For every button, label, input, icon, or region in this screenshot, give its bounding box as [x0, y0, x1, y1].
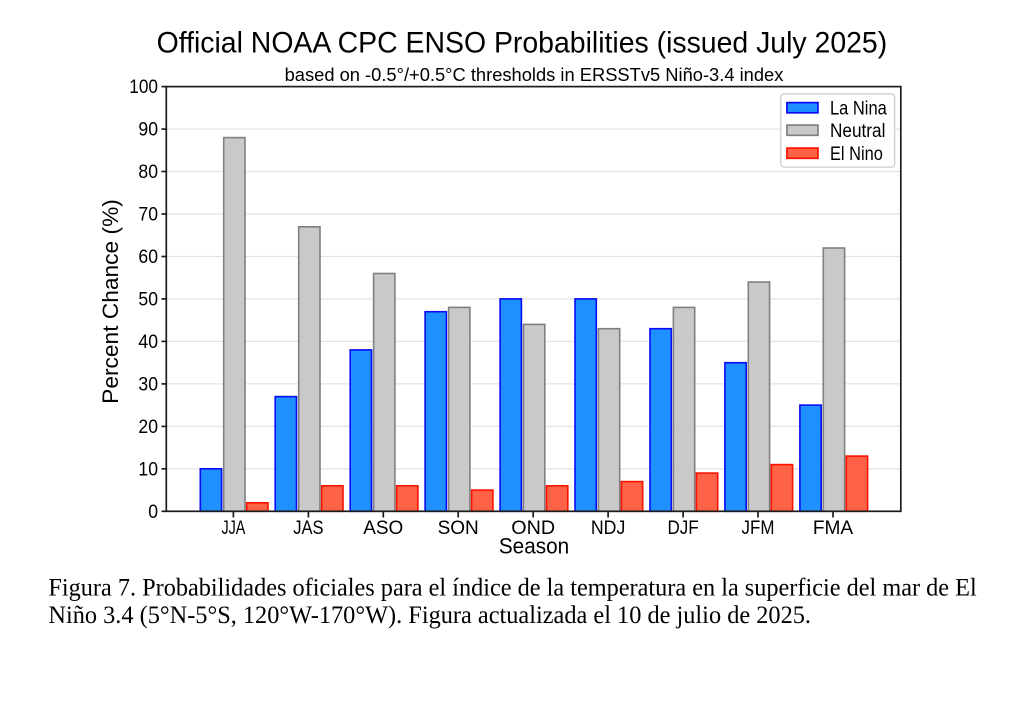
- svg-text:JJA: JJA: [221, 517, 245, 539]
- svg-text:0: 0: [148, 502, 158, 523]
- svg-text:El Nino: El Nino: [830, 144, 883, 165]
- svg-text:20: 20: [138, 417, 158, 438]
- svg-text:Neutral: Neutral: [830, 121, 885, 142]
- svg-text:Season: Season: [499, 533, 569, 558]
- svg-text:FMA: FMA: [813, 517, 853, 539]
- svg-text:ASO: ASO: [363, 517, 403, 539]
- svg-text:JAS: JAS: [293, 517, 323, 539]
- svg-text:Percent Chance (%): Percent Chance (%): [98, 199, 123, 404]
- svg-text:30: 30: [138, 375, 158, 396]
- svg-text:80: 80: [138, 162, 158, 183]
- svg-text:DJF: DJF: [668, 517, 699, 539]
- svg-text:Niño 3.4 (5°N-5°S, 120°W-170°W: Niño 3.4 (5°N-5°S, 120°W-170°W). Figura …: [48, 602, 811, 629]
- svg-text:Figura 7. Probabilidades ofici: Figura 7. Probabilidades oficiales para …: [48, 575, 976, 602]
- svg-text:60: 60: [138, 247, 158, 268]
- svg-text:based on -0.5°/+0.5°C threshol: based on -0.5°/+0.5°C thresholds in ERSS…: [285, 64, 784, 85]
- svg-text:SON: SON: [438, 517, 479, 539]
- svg-text:50: 50: [138, 290, 158, 311]
- svg-text:70: 70: [138, 205, 158, 226]
- svg-text:La Nina: La Nina: [830, 99, 887, 120]
- svg-text:JFM: JFM: [742, 517, 775, 539]
- svg-text:Official NOAA CPC ENSO Probabi: Official NOAA CPC ENSO Probabilities (is…: [157, 26, 888, 59]
- svg-text:NDJ: NDJ: [591, 517, 625, 539]
- svg-text:90: 90: [138, 120, 158, 141]
- svg-text:40: 40: [138, 332, 158, 353]
- svg-text:100: 100: [129, 77, 158, 98]
- svg-text:10: 10: [138, 459, 158, 480]
- svg-text:OND: OND: [511, 517, 555, 539]
